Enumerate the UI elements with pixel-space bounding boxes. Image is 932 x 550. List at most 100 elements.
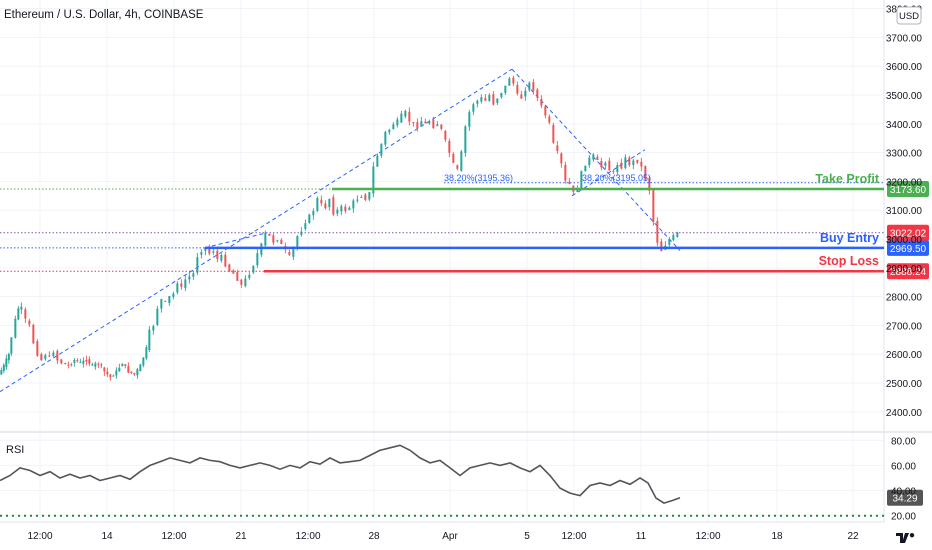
candle bbox=[14, 315, 17, 339]
candle bbox=[24, 307, 27, 323]
candle bbox=[424, 118, 427, 124]
candle bbox=[85, 355, 88, 366]
candle bbox=[672, 233, 675, 242]
price-tick-label: 3000.00 bbox=[886, 235, 923, 246]
trendline[interactable] bbox=[511, 68, 681, 251]
candle bbox=[196, 253, 199, 276]
candle bbox=[240, 278, 243, 288]
trendline[interactable] bbox=[0, 68, 513, 393]
candle bbox=[372, 162, 375, 198]
candle bbox=[127, 362, 130, 374]
candle bbox=[420, 116, 423, 127]
candle bbox=[516, 81, 519, 96]
currency-label: USD bbox=[899, 11, 919, 22]
candle bbox=[364, 193, 367, 202]
candle bbox=[180, 279, 183, 290]
candle bbox=[40, 352, 43, 361]
candle bbox=[468, 109, 471, 131]
candle bbox=[412, 122, 415, 127]
rsi-pane: 34.29 bbox=[0, 444, 923, 517]
currency-badge[interactable] bbox=[896, 6, 922, 25]
trendline[interactable] bbox=[204, 232, 266, 249]
candle bbox=[628, 155, 631, 167]
candle bbox=[328, 198, 331, 211]
time-tick-label: 5 bbox=[524, 531, 530, 542]
time-tick-label: 12:00 bbox=[27, 531, 52, 542]
candle bbox=[348, 205, 351, 211]
candle bbox=[244, 275, 247, 288]
candle bbox=[232, 269, 235, 274]
rsi-value-badge bbox=[887, 489, 923, 506]
candle bbox=[480, 94, 483, 104]
candle bbox=[448, 138, 451, 158]
candle bbox=[536, 87, 539, 102]
candle bbox=[103, 366, 106, 376]
price-tick-label: 3500.00 bbox=[886, 91, 923, 102]
rsi-grid bbox=[0, 439, 884, 517]
time-tick-label: Apr bbox=[442, 531, 458, 542]
candle bbox=[20, 302, 23, 315]
candle bbox=[392, 122, 395, 130]
price-tick-label: 2400.00 bbox=[886, 408, 923, 419]
tradingview-logo-icon[interactable] bbox=[893, 530, 921, 546]
stop-loss-label: Stop Loss bbox=[819, 254, 879, 268]
candle bbox=[532, 79, 535, 95]
candle bbox=[124, 364, 127, 369]
candle bbox=[200, 249, 203, 259]
candle bbox=[64, 362, 67, 365]
candle bbox=[48, 351, 51, 357]
candle bbox=[300, 227, 303, 237]
candle bbox=[648, 175, 651, 195]
candle bbox=[636, 159, 639, 165]
candle bbox=[252, 265, 255, 275]
candle bbox=[32, 323, 35, 345]
candle bbox=[56, 349, 59, 364]
candle bbox=[0, 367, 3, 375]
candle bbox=[444, 129, 447, 143]
candle bbox=[396, 117, 399, 128]
candle bbox=[312, 208, 315, 220]
candle bbox=[106, 367, 109, 377]
candle bbox=[268, 233, 271, 236]
fib-label: 38.20%(3195.36) bbox=[444, 173, 513, 183]
candle bbox=[492, 90, 495, 106]
candle bbox=[452, 152, 455, 164]
buy-entry-price-badge bbox=[887, 239, 929, 256]
candle bbox=[676, 231, 679, 238]
candle bbox=[60, 358, 63, 365]
rsi-axis: 20.00 40.00 60.00 80.00 bbox=[891, 436, 916, 522]
candle bbox=[152, 324, 155, 335]
time-tick-label: 14 bbox=[101, 531, 113, 542]
candle bbox=[552, 122, 555, 144]
candle bbox=[308, 213, 311, 224]
candle bbox=[17, 306, 20, 321]
fib-label-2: 38.20%(3195.05) bbox=[582, 173, 651, 183]
candle bbox=[388, 128, 391, 135]
candle bbox=[164, 300, 167, 302]
candle bbox=[436, 121, 439, 127]
candle bbox=[44, 353, 47, 361]
candle bbox=[540, 95, 543, 109]
candle bbox=[616, 162, 619, 176]
candle bbox=[604, 161, 607, 170]
candle bbox=[304, 219, 307, 231]
candle bbox=[28, 318, 31, 327]
candle bbox=[192, 271, 195, 280]
price-tick-label: 2900.00 bbox=[886, 264, 923, 275]
last-price-price-text: 3022.02 bbox=[890, 229, 927, 240]
candle bbox=[160, 298, 163, 313]
candle bbox=[228, 263, 231, 273]
candle bbox=[139, 363, 142, 372]
candle bbox=[272, 233, 275, 246]
stop-loss-price-badge bbox=[887, 263, 929, 280]
candle bbox=[472, 102, 475, 116]
candle bbox=[356, 195, 359, 203]
candle bbox=[70, 362, 73, 367]
candle bbox=[188, 271, 191, 284]
candle bbox=[632, 159, 635, 170]
candle bbox=[168, 295, 171, 306]
candle bbox=[464, 125, 467, 157]
rsi-line[interactable] bbox=[0, 444, 681, 504]
